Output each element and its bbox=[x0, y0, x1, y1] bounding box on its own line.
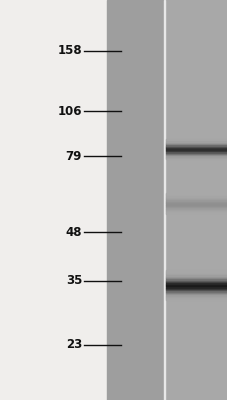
Bar bbox=[166, 139, 226, 140]
Bar bbox=[166, 198, 226, 199]
Bar bbox=[166, 281, 226, 282]
Bar bbox=[166, 201, 226, 202]
Bar bbox=[166, 154, 226, 155]
Bar bbox=[166, 151, 226, 152]
Bar bbox=[166, 272, 226, 273]
Bar bbox=[166, 148, 226, 150]
Bar bbox=[166, 152, 226, 154]
Bar bbox=[166, 207, 226, 209]
Bar bbox=[166, 155, 226, 156]
Bar bbox=[166, 211, 226, 213]
Bar bbox=[166, 142, 226, 143]
Bar bbox=[166, 270, 226, 272]
Bar bbox=[166, 140, 226, 142]
Bar bbox=[166, 205, 226, 206]
Bar bbox=[166, 143, 226, 144]
Bar bbox=[166, 290, 226, 292]
Bar bbox=[166, 276, 226, 277]
Bar bbox=[166, 273, 226, 274]
Bar bbox=[166, 213, 226, 214]
Bar bbox=[166, 277, 226, 278]
Bar bbox=[166, 286, 226, 288]
Bar bbox=[166, 206, 226, 207]
Text: 158: 158 bbox=[57, 44, 82, 57]
Bar bbox=[166, 144, 226, 146]
Bar bbox=[166, 298, 226, 300]
Text: 79: 79 bbox=[65, 150, 82, 163]
Bar bbox=[166, 293, 226, 294]
Bar bbox=[166, 203, 226, 205]
Bar bbox=[166, 158, 226, 159]
Bar bbox=[166, 274, 226, 276]
Bar bbox=[166, 193, 226, 194]
Bar bbox=[166, 199, 226, 201]
Bar bbox=[166, 147, 226, 148]
Bar bbox=[166, 285, 226, 286]
Bar bbox=[165, 0, 227, 400]
Bar bbox=[166, 289, 226, 290]
Text: 23: 23 bbox=[66, 338, 82, 351]
Bar bbox=[166, 294, 226, 296]
Bar bbox=[166, 280, 226, 281]
Bar bbox=[0, 0, 107, 400]
Bar bbox=[166, 150, 226, 151]
Bar bbox=[166, 146, 226, 147]
Bar bbox=[166, 202, 226, 203]
Bar bbox=[166, 288, 226, 289]
Bar bbox=[166, 195, 226, 197]
Bar bbox=[166, 210, 226, 211]
Text: 48: 48 bbox=[65, 226, 82, 239]
Bar bbox=[166, 282, 226, 284]
Bar bbox=[107, 0, 163, 400]
Bar bbox=[166, 194, 226, 195]
Bar bbox=[163, 0, 165, 400]
Bar bbox=[166, 278, 226, 280]
Bar bbox=[166, 156, 226, 158]
Bar bbox=[166, 197, 226, 198]
Text: 106: 106 bbox=[57, 105, 82, 118]
Bar bbox=[166, 209, 226, 210]
Bar bbox=[166, 284, 226, 285]
Bar bbox=[166, 292, 226, 293]
Bar bbox=[166, 296, 226, 297]
Text: 35: 35 bbox=[65, 274, 82, 287]
Bar bbox=[166, 297, 226, 298]
